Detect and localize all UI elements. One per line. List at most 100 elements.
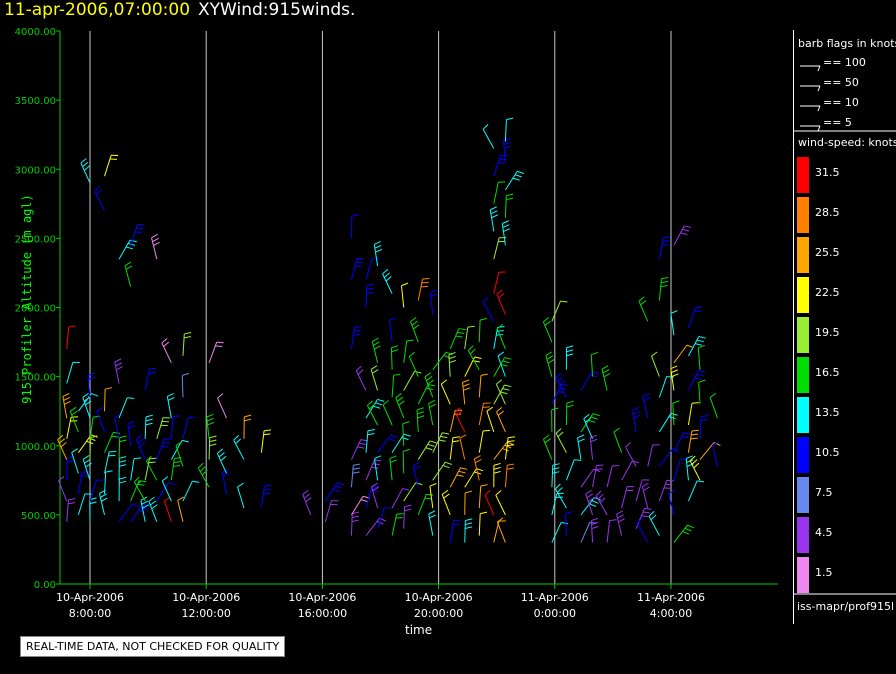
wind-barb <box>182 416 196 439</box>
barb-flag <box>412 462 420 467</box>
barb-staff <box>104 432 114 453</box>
barb-flag <box>410 316 417 322</box>
barb-staff <box>403 371 416 391</box>
barb-flag <box>709 392 717 398</box>
barb-staff <box>96 411 105 433</box>
barb-flag <box>138 480 147 483</box>
barb-flag <box>119 476 127 480</box>
barb-flag <box>137 438 144 444</box>
barb-staff <box>670 313 675 336</box>
barb-flag <box>697 480 705 483</box>
barb-staff <box>77 434 92 453</box>
plot-title: 11-apr-2006,07:00:00 XYWind:915winds. <box>4 0 355 20</box>
wind-barb <box>118 476 127 502</box>
y-tick-label: 0.00 <box>34 580 56 591</box>
wind-barb <box>206 413 215 439</box>
wind-barb <box>429 483 437 509</box>
barb-staff <box>673 344 688 364</box>
barb-flag <box>476 468 484 472</box>
barb-flag <box>460 467 468 470</box>
barb-flag <box>546 355 554 360</box>
barb-flag <box>609 519 617 522</box>
wind-barb <box>151 233 160 260</box>
x-tick-date: 11-Apr-2006 <box>637 591 705 604</box>
barb-flag <box>590 438 598 443</box>
barb-flag <box>463 387 471 391</box>
wind-barb <box>709 392 718 419</box>
barb-flag <box>403 433 411 437</box>
wind-barb <box>478 484 488 508</box>
wind-barb <box>89 497 97 522</box>
barb-staff <box>377 507 385 529</box>
barb-flag <box>507 463 515 466</box>
barb-staff <box>145 460 158 481</box>
wind-barb <box>616 510 625 536</box>
barb-flag <box>428 399 436 404</box>
barb-flag <box>456 474 464 477</box>
barb-flag <box>383 272 390 278</box>
barb-staff <box>77 493 86 516</box>
speed-legend-swatch <box>797 437 809 473</box>
barb-staff <box>302 494 312 516</box>
barb-flag <box>502 447 509 452</box>
barb-flag <box>100 493 107 498</box>
barb-flag <box>396 396 404 402</box>
barb-staff <box>161 342 172 364</box>
barb-staff <box>551 465 554 488</box>
barb-flag <box>145 422 153 426</box>
barb-flag <box>82 392 89 398</box>
wind-barb <box>177 496 185 522</box>
barb-staff <box>636 523 649 543</box>
wind-barb <box>66 456 75 481</box>
barb-flag <box>474 455 481 460</box>
barb-flag <box>663 487 672 489</box>
barb-flag <box>462 383 470 387</box>
barb-flag <box>161 476 169 482</box>
barb-flag <box>668 416 676 420</box>
wind-barb <box>449 436 460 460</box>
wind-barb <box>496 407 506 433</box>
x-tick-date: 10-Apr-2006 <box>172 591 240 604</box>
barb-flag <box>91 434 98 438</box>
barb-staff <box>449 410 456 433</box>
barb-flag <box>592 413 600 417</box>
barb-flag <box>596 464 604 467</box>
x-tick-date: 10-Apr-2006 <box>288 591 356 604</box>
wind-barb <box>130 503 151 523</box>
barb-staff <box>590 354 594 377</box>
barb-flag <box>401 437 409 441</box>
wind-barb <box>403 339 414 363</box>
barb-flag <box>417 415 425 419</box>
barb-flag <box>441 489 449 495</box>
x-tick-time: 0:00:00 <box>534 607 576 620</box>
barb-flag <box>199 466 206 472</box>
barb-flag <box>141 500 149 505</box>
barb-flag <box>353 463 361 466</box>
barb-flag <box>164 438 172 440</box>
barb-flag <box>497 410 504 416</box>
barb-flag <box>458 470 466 474</box>
barb-staff <box>543 439 553 460</box>
wind-barb <box>395 393 405 419</box>
barb-flag <box>484 489 491 496</box>
wind-barb <box>462 379 471 405</box>
speed-legend-label: 19.5 <box>815 326 840 339</box>
wind-barb <box>440 379 451 405</box>
barb-flag <box>662 240 670 242</box>
barb-staff <box>71 452 79 474</box>
barb-staff <box>365 517 380 536</box>
barb-flag <box>417 411 425 415</box>
wind-barb <box>133 476 146 502</box>
barb-flag <box>512 177 520 181</box>
barb-staff <box>493 182 499 204</box>
barb-staff <box>635 479 643 502</box>
wind-barb <box>371 337 381 363</box>
wind-barb <box>673 524 695 543</box>
barb-legend-flag <box>817 105 821 112</box>
speed-legend-swatch <box>797 517 809 553</box>
barb-staff <box>449 467 461 488</box>
wind-barb <box>403 370 422 391</box>
barb-staff <box>395 397 405 419</box>
wind-barb <box>87 372 96 398</box>
barb-flag <box>357 446 365 449</box>
